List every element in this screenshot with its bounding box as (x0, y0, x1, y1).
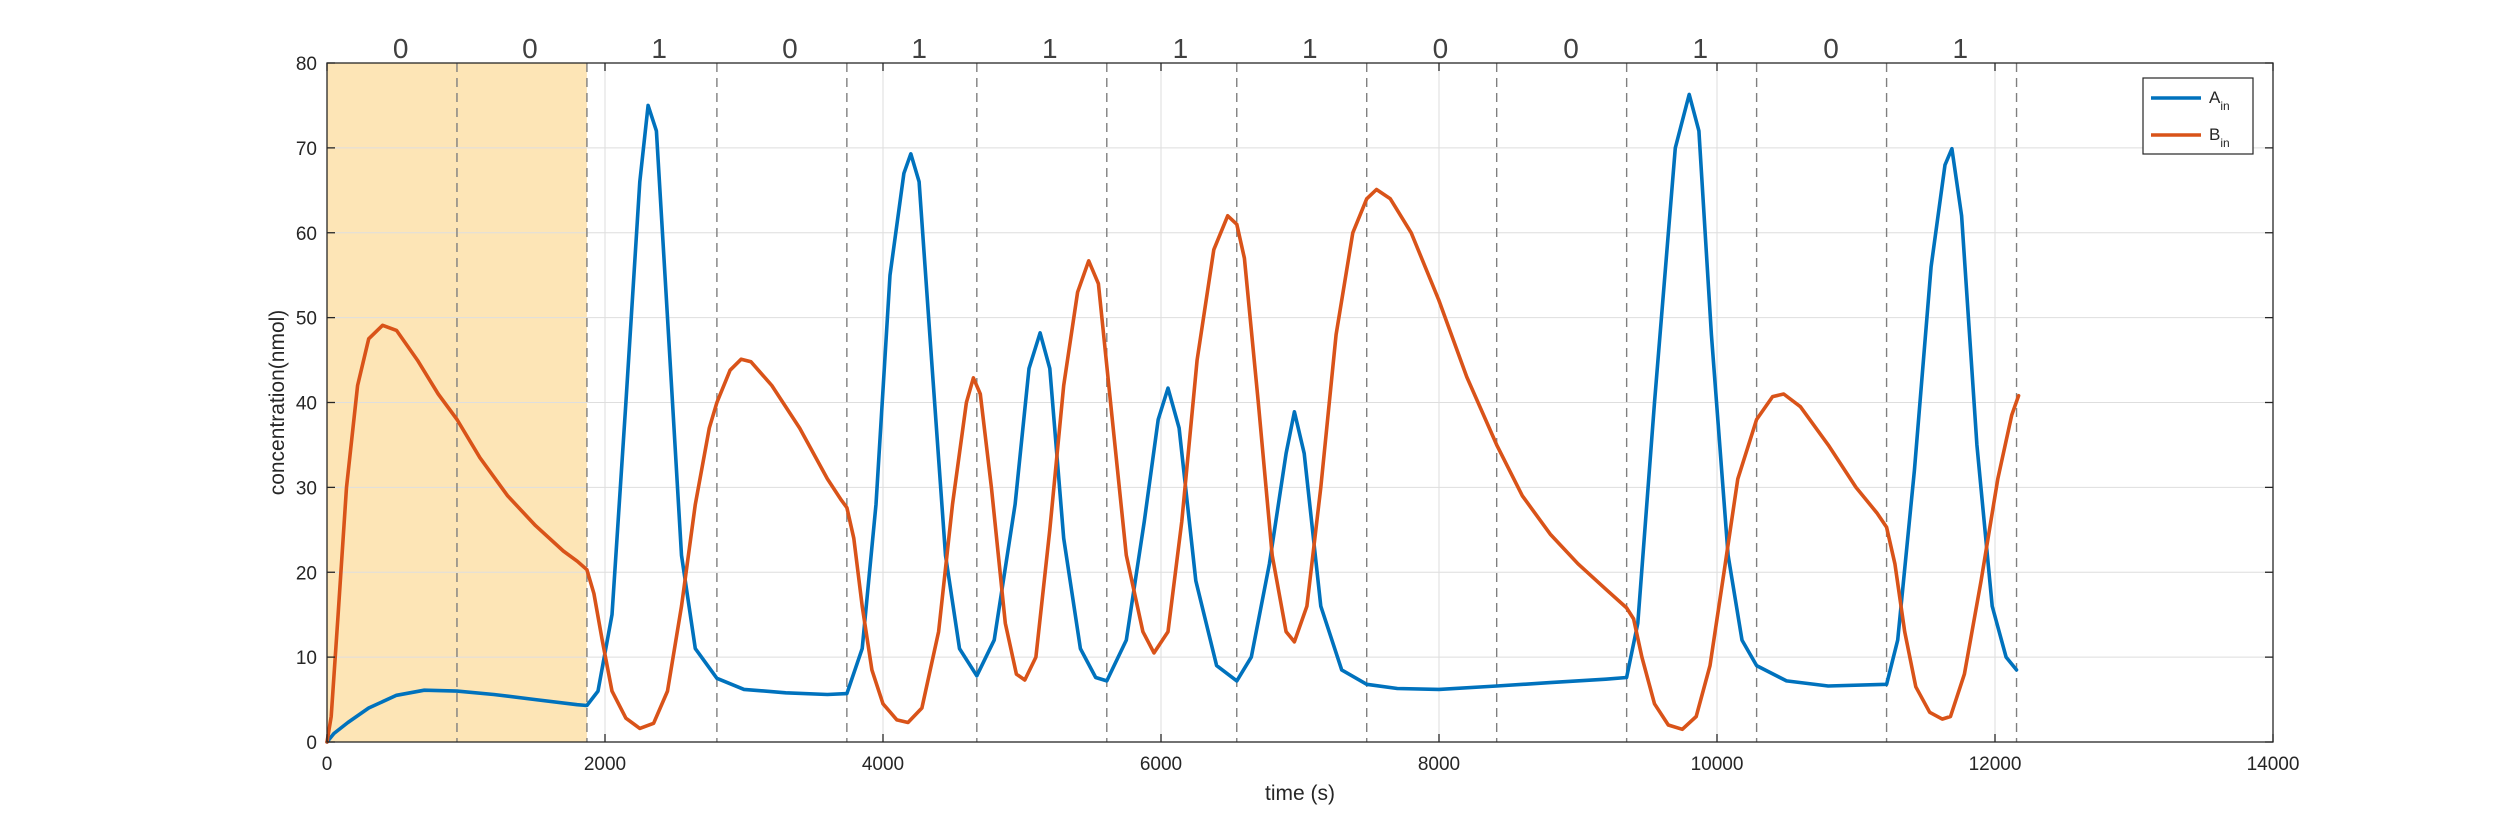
divider-layer (456, 63, 2018, 742)
bit-label: 0 (1433, 33, 1449, 64)
legend-subscript: in (2220, 99, 2229, 113)
y-tick-label: 20 (296, 563, 317, 584)
grid-layer (327, 63, 2273, 742)
bit-label: 0 (782, 33, 798, 64)
x-tick-label: 0 (322, 754, 333, 775)
bit-label: 1 (1693, 33, 1709, 64)
bit-label: 1 (1042, 33, 1058, 64)
x-tick-label: 8000 (1418, 754, 1460, 775)
y-tick-label: 40 (296, 394, 317, 415)
x-tick-label: 12000 (1969, 754, 2022, 775)
series-line-b (325, 187, 2021, 744)
x-tick-label: 10000 (1691, 754, 1744, 775)
y-axis-label: concentration(nmol) (266, 310, 289, 496)
bit-label: 1 (1173, 33, 1189, 64)
bit-label: 0 (1823, 33, 1839, 64)
bit-label: 0 (522, 33, 538, 64)
x-tick-label: 4000 (862, 754, 904, 775)
series-layer (325, 92, 2021, 744)
legend-subscript: in (2220, 136, 2229, 150)
legend-box (2142, 77, 2254, 155)
y-tick-label: 30 (296, 478, 317, 499)
x-axis-label: time (s) (1265, 782, 1335, 805)
y-tick-label: 0 (306, 733, 317, 754)
y-tick-label: 50 (296, 309, 317, 330)
x-tick-label: 6000 (1140, 754, 1182, 775)
x-tick-label: 2000 (584, 754, 626, 775)
y-tick-label: 60 (296, 224, 317, 245)
bit-label: 1 (911, 33, 927, 64)
y-tick-label: 10 (296, 648, 317, 669)
y-tick-label: 80 (296, 54, 317, 75)
tick-layer: 0 2000 4000 6000 8000 10000 12000 14000 0 10 20 30 4… (296, 54, 2300, 775)
bit-label: 1 (1302, 33, 1318, 64)
y-tick-label: 70 (296, 139, 317, 160)
series-line-a (325, 92, 2019, 744)
bit-label: 1 (1952, 33, 1968, 64)
x-tick-label: 14000 (2247, 754, 2300, 775)
bit-label-layer: 0 0 1 0 1 1 1 1 0 0 1 0 1 (393, 33, 1968, 64)
bit-label: 0 (1563, 33, 1579, 64)
bit-label: 0 (393, 33, 409, 64)
bit-label: 1 (651, 33, 667, 64)
